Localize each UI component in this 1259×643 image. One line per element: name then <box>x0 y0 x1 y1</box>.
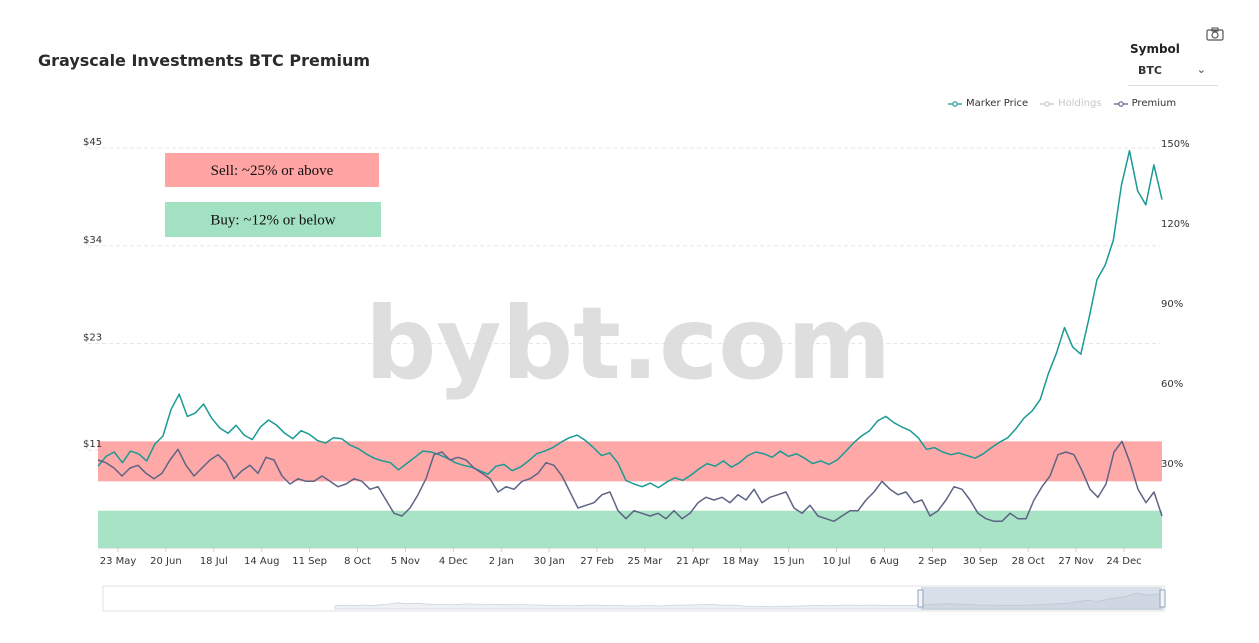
y-left-tick-label: $23 <box>83 333 102 344</box>
legend-line-premium-icon <box>1113 100 1128 107</box>
x-tick-label: 30 Jan <box>533 556 564 567</box>
legend-item-marker-price[interactable]: Marker Price <box>948 98 1028 109</box>
x-tick-label: 8 Oct <box>344 556 371 567</box>
legend-label-premium: Premium <box>1131 98 1177 109</box>
buy-annotation-text: Buy: ~12% or below <box>210 213 335 229</box>
y-left-tick-label: $45 <box>83 137 102 148</box>
y-right-tick-label: 30% <box>1161 459 1183 470</box>
navigator-selection <box>921 587 1162 610</box>
navigator-series <box>334 592 1164 610</box>
x-tick-label: 15 Jun <box>773 556 805 567</box>
x-tick-label: 2 Jan <box>489 556 514 567</box>
y-axis-right: 150% 120% 90% 60% 30% <box>1161 139 1190 470</box>
y-left-tick-label: $34 <box>83 235 102 246</box>
x-tick-label: 18 Jul <box>200 556 228 567</box>
y-right-tick-label: 90% <box>1161 299 1183 310</box>
legend-item-holdings[interactable]: Holdings <box>1040 98 1102 109</box>
x-tick-label: 24 Dec <box>1106 556 1141 567</box>
premium-line <box>97 440 1163 523</box>
x-tick-label: 18 May <box>722 556 759 567</box>
x-tick-label: 5 Nov <box>391 556 420 567</box>
x-tick-label: 30 Sep <box>963 556 998 567</box>
range-navigator[interactable] <box>102 585 1166 612</box>
navigator-handle-left <box>917 589 924 608</box>
chart-bands <box>98 441 1162 548</box>
buy-annotation-box <box>165 202 381 237</box>
camera-icon[interactable] <box>1206 27 1224 41</box>
marker-price-line <box>97 149 1163 489</box>
page-title: Grayscale Investments BTC Premium <box>38 51 371 70</box>
navigator-handle-right <box>1159 589 1166 608</box>
sell-annotation-box <box>165 153 379 187</box>
x-tick-label: 27 Feb <box>580 556 614 567</box>
x-tick-label: 27 Nov <box>1058 556 1094 567</box>
x-tick-label: 11 Sep <box>292 556 327 567</box>
x-tick-label: 25 Mar <box>628 556 664 567</box>
legend-label-marker-price: Marker Price <box>966 98 1029 109</box>
buy-zone-band <box>98 510 1162 548</box>
sell-annotation-text: Sell: ~25% or above <box>211 163 334 179</box>
symbol-dropdown[interactable]: BTC ⌄ <box>1128 58 1218 86</box>
x-tick-label: 28 Oct <box>1012 556 1045 567</box>
x-tick-label: 6 Aug <box>870 556 899 567</box>
chart-lines <box>97 149 1163 523</box>
legend-line-marker-price-icon <box>948 100 962 107</box>
x-tick-label: 4 Dec <box>439 556 468 567</box>
legend-item-premium[interactable]: Premium <box>1113 98 1177 109</box>
x-tick-label: 23 May <box>100 556 137 567</box>
legend-line-holdings-icon <box>1040 100 1055 107</box>
x-tick-label: 14 Aug <box>244 556 279 567</box>
y-right-tick-label: 150% <box>1161 139 1190 150</box>
chart-annotations: Sell: ~25% or above Buy: ~12% or below <box>165 153 381 237</box>
y-left-tick-label: $11 <box>83 439 102 450</box>
x-tick-label: 2 Sep <box>918 556 946 567</box>
symbol-selector: Symbol BTC ⌄ <box>1128 40 1218 86</box>
sell-zone-band <box>98 441 1162 482</box>
legend-label-holdings: Holdings <box>1058 98 1102 109</box>
symbol-value: BTC <box>1138 64 1162 77</box>
symbol-label: Symbol <box>1130 42 1180 56</box>
watermark: bybt.com <box>365 285 891 402</box>
x-axis: 23 May 20 Jun 18 Jul 14 Aug 11 Sep 8 Oct 5 Nov… <box>100 548 1142 567</box>
x-tick-label: 10 Jul <box>823 556 851 567</box>
x-tick-label: 21 Apr <box>676 556 710 567</box>
y-right-tick-label: 60% <box>1161 379 1183 390</box>
y-axis-left: $45 $34 $23 $11 <box>83 137 102 450</box>
chart-legend: Marker Price Holdings Premium <box>948 98 1176 109</box>
x-tick-label: 20 Jun <box>150 556 182 567</box>
y-right-tick-label: 120% <box>1161 219 1190 230</box>
chevron-down-icon: ⌄ <box>1196 63 1206 76</box>
